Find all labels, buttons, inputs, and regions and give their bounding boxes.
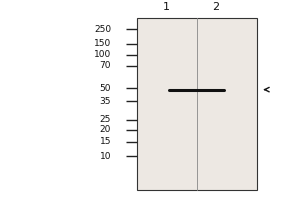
Text: 2: 2 — [212, 2, 220, 12]
Text: 1: 1 — [163, 2, 170, 12]
Text: 100: 100 — [94, 50, 111, 59]
Text: 25: 25 — [100, 116, 111, 124]
Text: 70: 70 — [100, 61, 111, 70]
Text: 250: 250 — [94, 24, 111, 33]
Text: 50: 50 — [100, 84, 111, 93]
Bar — [136, 18, 256, 190]
Text: 35: 35 — [100, 97, 111, 106]
Text: 10: 10 — [100, 152, 111, 161]
Text: 150: 150 — [94, 39, 111, 48]
Text: 15: 15 — [100, 137, 111, 146]
Text: 20: 20 — [100, 126, 111, 134]
